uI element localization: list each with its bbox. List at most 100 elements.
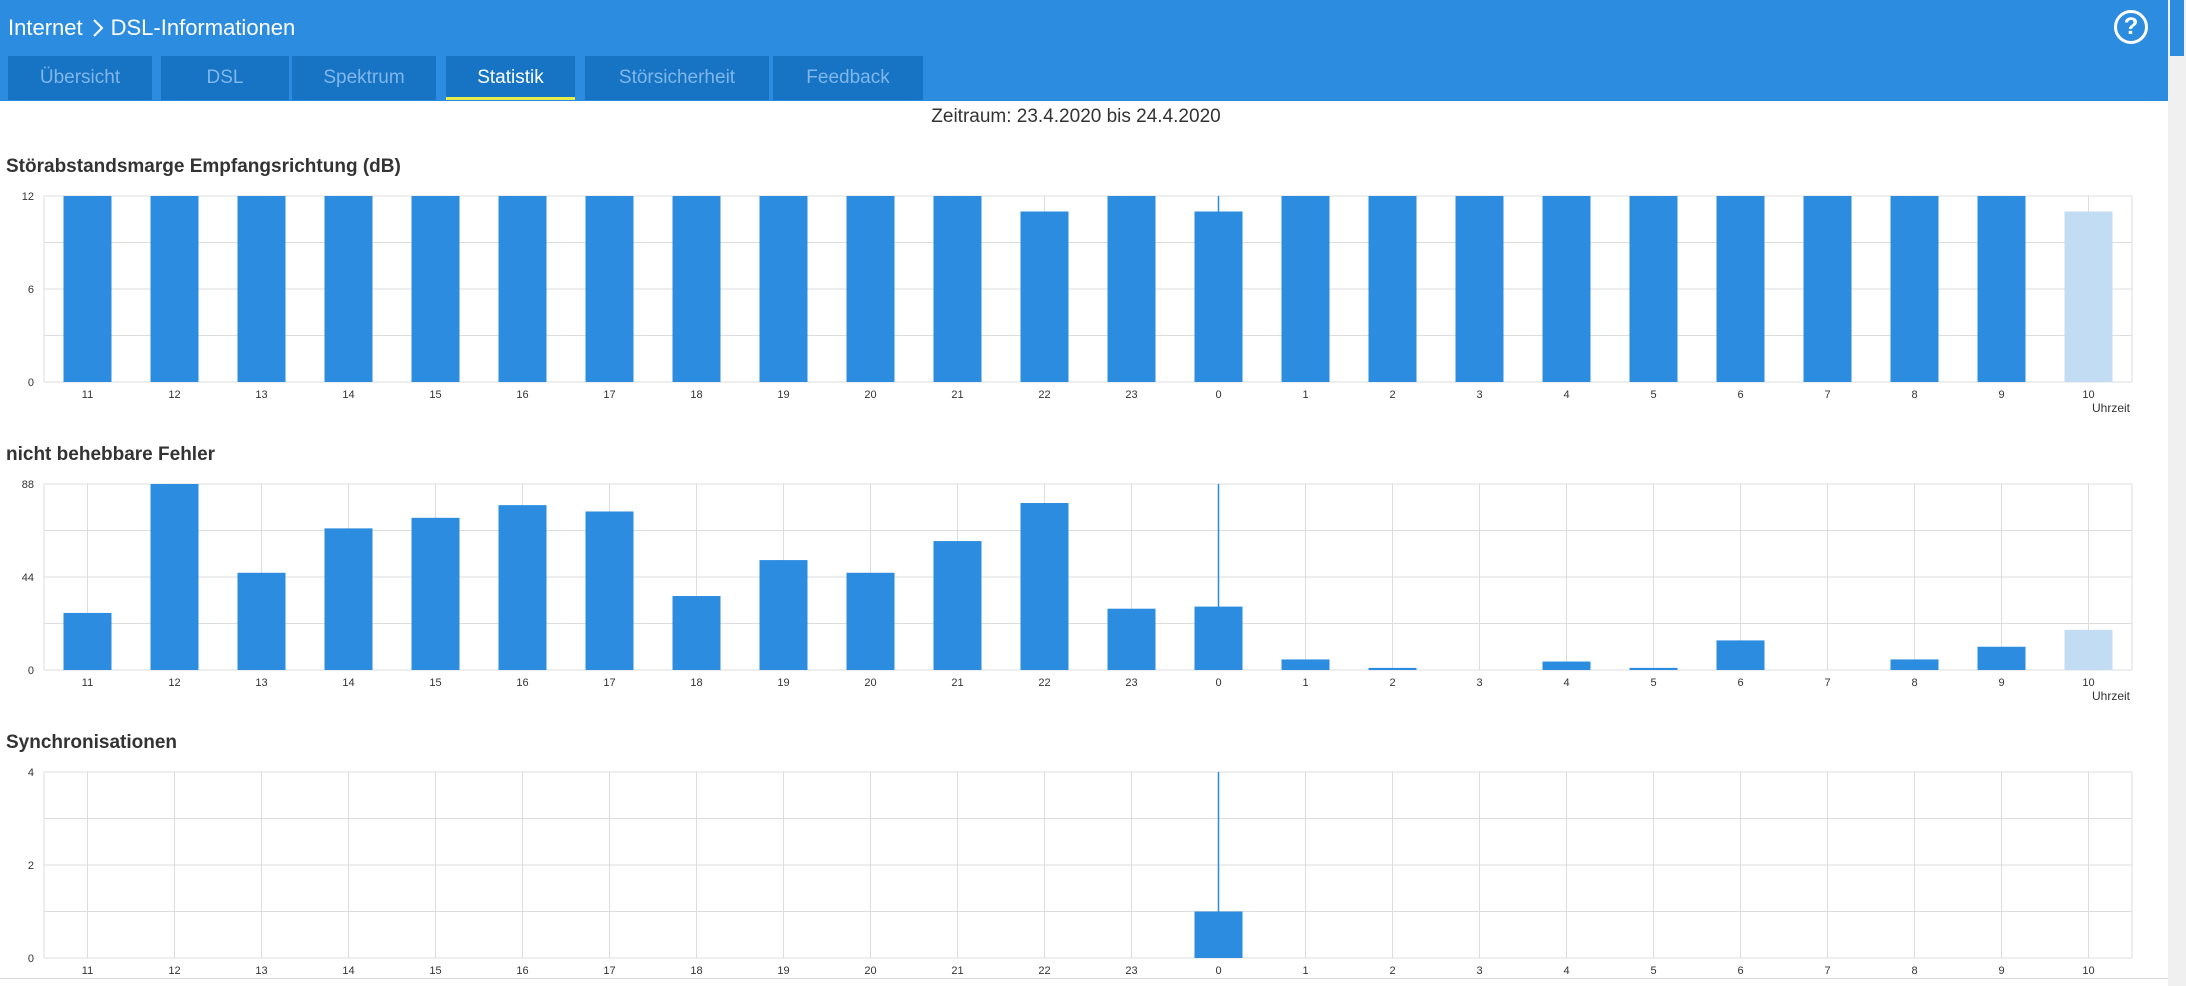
chart-bar — [846, 196, 895, 382]
breadcrumb: Internet DSL-Informationen — [8, 12, 295, 44]
x-tick-label: 19 — [777, 389, 789, 401]
x-tick-label: 2 — [1389, 389, 1395, 401]
tab-interference[interactable]: Störsicherheit — [585, 56, 769, 100]
breadcrumb-current: DSL-Informationen — [110, 15, 296, 40]
x-tick-label: 11 — [82, 389, 93, 401]
x-tick-label: 1 — [1302, 389, 1308, 401]
x-tick-label: 8 — [1911, 677, 1917, 689]
x-tick-label: 13 — [255, 389, 267, 401]
chart-bar — [2064, 211, 2113, 382]
chart-bar — [933, 196, 982, 382]
breadcrumb-parent[interactable]: Internet — [8, 15, 83, 40]
help-icon[interactable]: ? — [2114, 10, 2148, 44]
chart-bar — [672, 596, 721, 670]
chart-bar — [1107, 608, 1156, 670]
chart-bar — [1542, 196, 1591, 382]
chart-bar — [1890, 659, 1939, 670]
tab-overview[interactable]: Übersicht — [8, 56, 152, 100]
y-tick-label: 6 — [28, 284, 34, 296]
x-axis-label: Uhrzeit — [2092, 401, 2131, 415]
x-tick-label: 20 — [864, 389, 876, 401]
tab-feedback[interactable]: Feedback — [773, 56, 923, 100]
x-tick-label: 5 — [1650, 677, 1656, 689]
chart-bar — [759, 196, 808, 382]
x-tick-label: 4 — [1563, 389, 1569, 401]
scrollbar-thumb[interactable] — [2170, 0, 2184, 56]
chart-bar — [1977, 196, 2026, 382]
x-tick-label: 8 — [1911, 389, 1917, 401]
chart-bar — [324, 196, 373, 382]
x-tick-label: 11 — [82, 965, 93, 977]
chart-bar — [498, 196, 547, 382]
y-tick-label: 0 — [28, 665, 34, 677]
x-tick-label: 17 — [603, 965, 615, 977]
chart-bar — [1368, 196, 1417, 382]
x-tick-label: 9 — [1998, 389, 2004, 401]
x-tick-label: 3 — [1476, 389, 1482, 401]
x-tick-label: 14 — [342, 389, 354, 401]
x-tick-label: 6 — [1737, 389, 1743, 401]
x-tick-label: 22 — [1038, 389, 1050, 401]
x-tick-label: 21 — [951, 965, 963, 977]
x-tick-label: 5 — [1650, 965, 1656, 977]
x-tick-label: 23 — [1125, 677, 1137, 689]
x-tick-label: 21 — [951, 677, 963, 689]
x-tick-label: 8 — [1911, 965, 1917, 977]
x-tick-label: 5 — [1650, 389, 1656, 401]
chart-bar — [1107, 196, 1156, 382]
x-tick-label: 23 — [1125, 965, 1137, 977]
x-tick-label: 22 — [1038, 965, 1050, 977]
x-tick-label: 9 — [1998, 965, 2004, 977]
x-tick-label: 7 — [1824, 965, 1830, 977]
x-tick-label: 12 — [168, 389, 180, 401]
chart-bar — [411, 517, 460, 670]
x-tick-label: 10 — [2082, 965, 2094, 977]
x-tick-label: 21 — [951, 389, 963, 401]
x-tick-label: 13 — [255, 677, 267, 689]
chart-bar — [1977, 646, 2026, 670]
x-tick-label: 0 — [1215, 389, 1221, 401]
x-tick-label: 18 — [690, 677, 702, 689]
x-tick-label: 16 — [516, 677, 528, 689]
chart-bar — [759, 560, 808, 670]
scrollbar-track[interactable] — [2168, 0, 2186, 986]
x-tick-label: 19 — [777, 677, 789, 689]
chart-bar — [1281, 196, 1330, 382]
x-tick-label: 0 — [1215, 677, 1221, 689]
tab-spectrum[interactable]: Spektrum — [292, 56, 436, 100]
x-tick-label: 19 — [777, 965, 789, 977]
x-tick-label: 1 — [1302, 965, 1308, 977]
x-tick-label: 3 — [1476, 965, 1482, 977]
y-tick-label: 44 — [22, 572, 34, 584]
x-tick-label: 12 — [168, 677, 180, 689]
chart-bar — [1542, 661, 1591, 670]
x-tick-label: 13 — [255, 965, 267, 977]
chart-bar — [2064, 629, 2113, 670]
y-tick-label: 88 — [22, 479, 34, 491]
chart-title-errors: nicht behebbare Fehler — [6, 444, 216, 465]
x-tick-label: 10 — [2082, 389, 2094, 401]
chevron-right-icon — [92, 19, 104, 37]
x-tick-label: 23 — [1125, 389, 1137, 401]
chart-bar — [1455, 196, 1504, 382]
chart-bar — [63, 196, 112, 382]
x-tick-label: 15 — [429, 965, 441, 977]
x-axis-label: Uhrzeit — [2092, 977, 2131, 978]
x-tick-label: 4 — [1563, 677, 1569, 689]
chart-bar — [498, 505, 547, 670]
x-tick-label: 9 — [1998, 677, 2004, 689]
x-tick-label: 14 — [342, 677, 354, 689]
x-tick-label: 2 — [1389, 677, 1395, 689]
tab-statistics[interactable]: Statistik — [446, 56, 575, 100]
period-label: Zeitraum: 23.4.2020 bis 24.4.2020 — [931, 106, 1221, 127]
x-tick-label: 16 — [516, 389, 528, 401]
chart-bar — [324, 528, 373, 670]
tab-dsl[interactable]: DSL — [161, 56, 289, 100]
x-tick-label: 6 — [1737, 965, 1743, 977]
x-tick-label: 3 — [1476, 677, 1482, 689]
chart-bar — [585, 511, 634, 670]
chart-bar — [237, 196, 286, 382]
x-tick-label: 12 — [168, 965, 180, 977]
